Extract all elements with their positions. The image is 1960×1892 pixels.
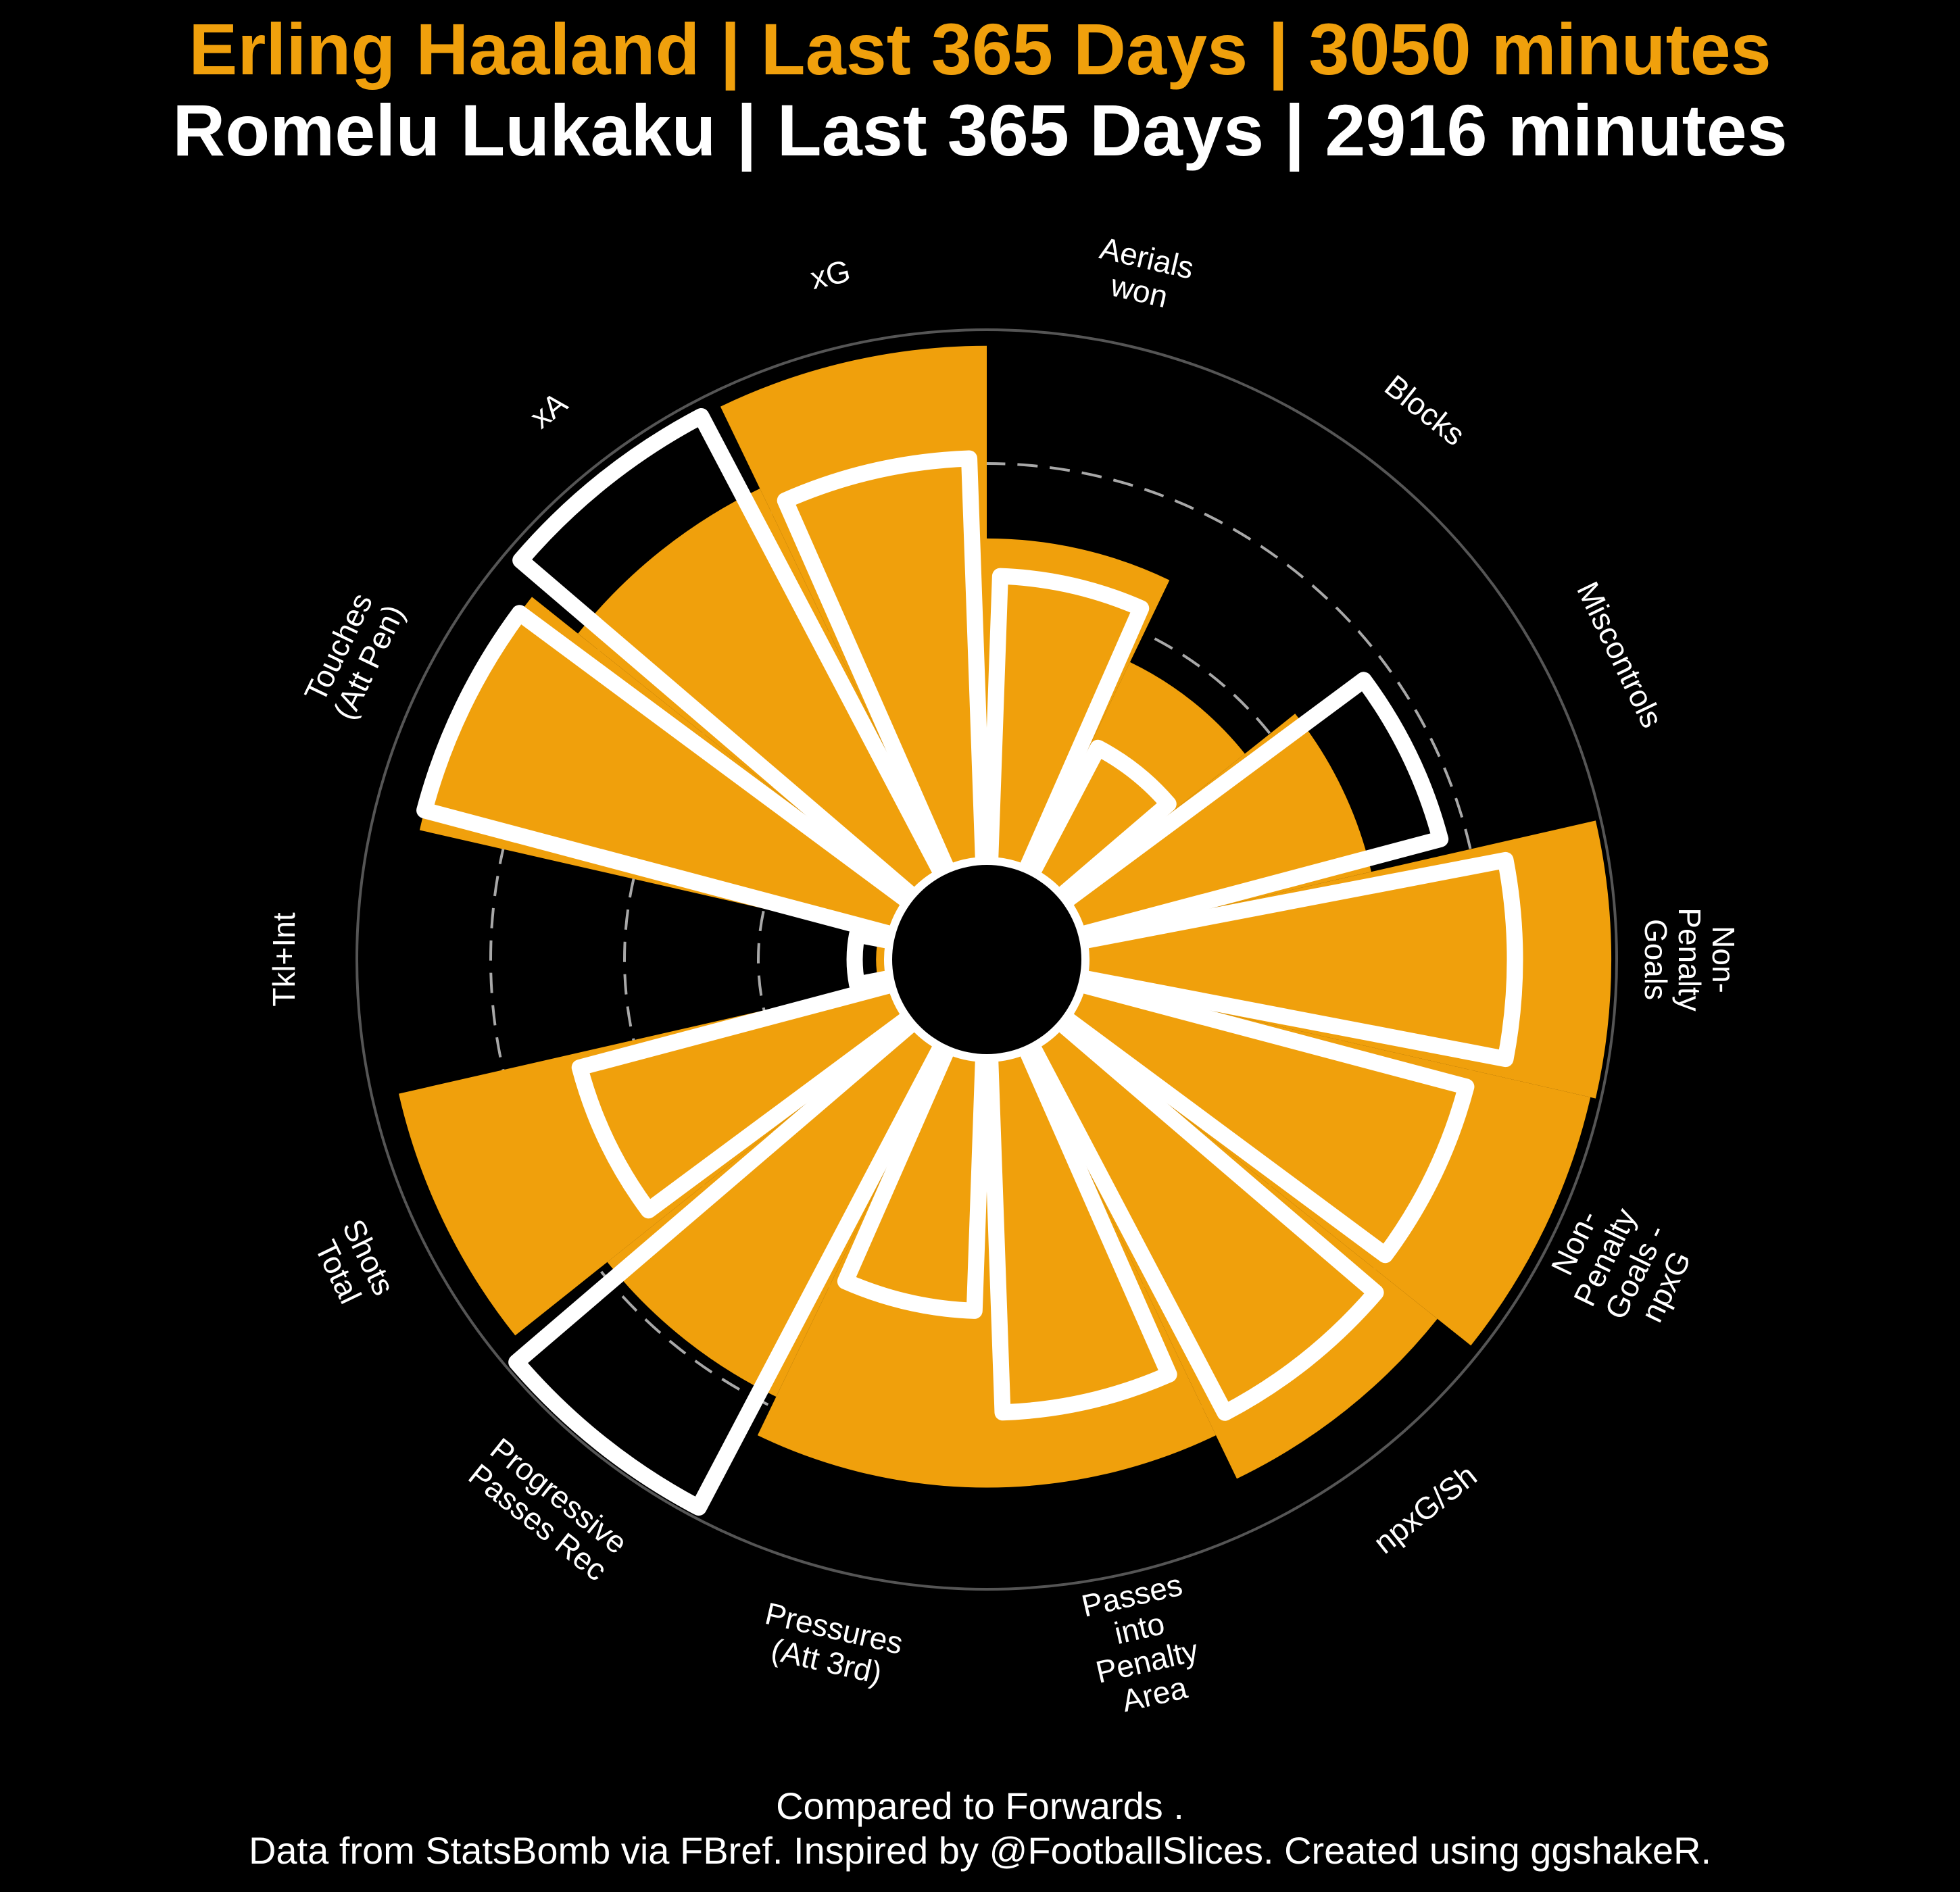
- chart-title-player2: Romelu Lukaku | Last 365 Days | 2916 min…: [172, 89, 1788, 171]
- category-label: npxG/Sh: [1367, 1458, 1483, 1560]
- player2-bar: [846, 926, 902, 993]
- category-label-line: Non-: [1706, 926, 1741, 993]
- category-label-line: Miscontrols: [1570, 576, 1670, 733]
- comparison-caption: Compared to Forwards .: [776, 1785, 1184, 1827]
- player1-bar: [720, 345, 987, 874]
- category-label: xA: [523, 385, 574, 435]
- chart-title-player1: Erling Haaland | Last 365 Days | 3050 mi…: [189, 8, 1771, 90]
- center-hole: [892, 865, 1081, 1054]
- player1-bars: [398, 345, 1612, 1488]
- category-label-line: npxG/Sh: [1367, 1458, 1483, 1560]
- category-label: Blocks: [1378, 368, 1471, 452]
- center-hole-disc: [892, 865, 1081, 1054]
- player1-bar: [398, 980, 913, 1336]
- credits-caption: Data from StatsBomb via FBref. Inspired …: [248, 1829, 1712, 1872]
- category-label-line: Goals: [1638, 919, 1673, 1000]
- category-label: Tkl+Int: [266, 912, 301, 1007]
- category-label-line: xG: [807, 253, 854, 296]
- player1-bar: [1060, 980, 1591, 1346]
- category-label-line: Tkl+Int: [266, 912, 301, 1007]
- category-label: Miscontrols: [1570, 576, 1670, 733]
- player1-bar: [607, 1018, 946, 1397]
- player1-bar: [1027, 1018, 1438, 1479]
- category-label-line: Penalty: [1672, 907, 1707, 1011]
- category-label-line: Blocks: [1378, 368, 1471, 452]
- player1-bar: [987, 538, 1170, 874]
- outer-ring: [356, 328, 1618, 1591]
- player1-bar: [578, 489, 946, 901]
- category-label: xG: [807, 253, 854, 296]
- player1-bar: [419, 597, 913, 939]
- player1-bar: [757, 1045, 987, 1488]
- category-label-line: xA: [523, 385, 574, 435]
- player1-bar: [1079, 820, 1612, 1099]
- category-label: Pressures(Att 3rd): [762, 1595, 906, 1691]
- category-label: Touches(Att Pen): [297, 587, 411, 724]
